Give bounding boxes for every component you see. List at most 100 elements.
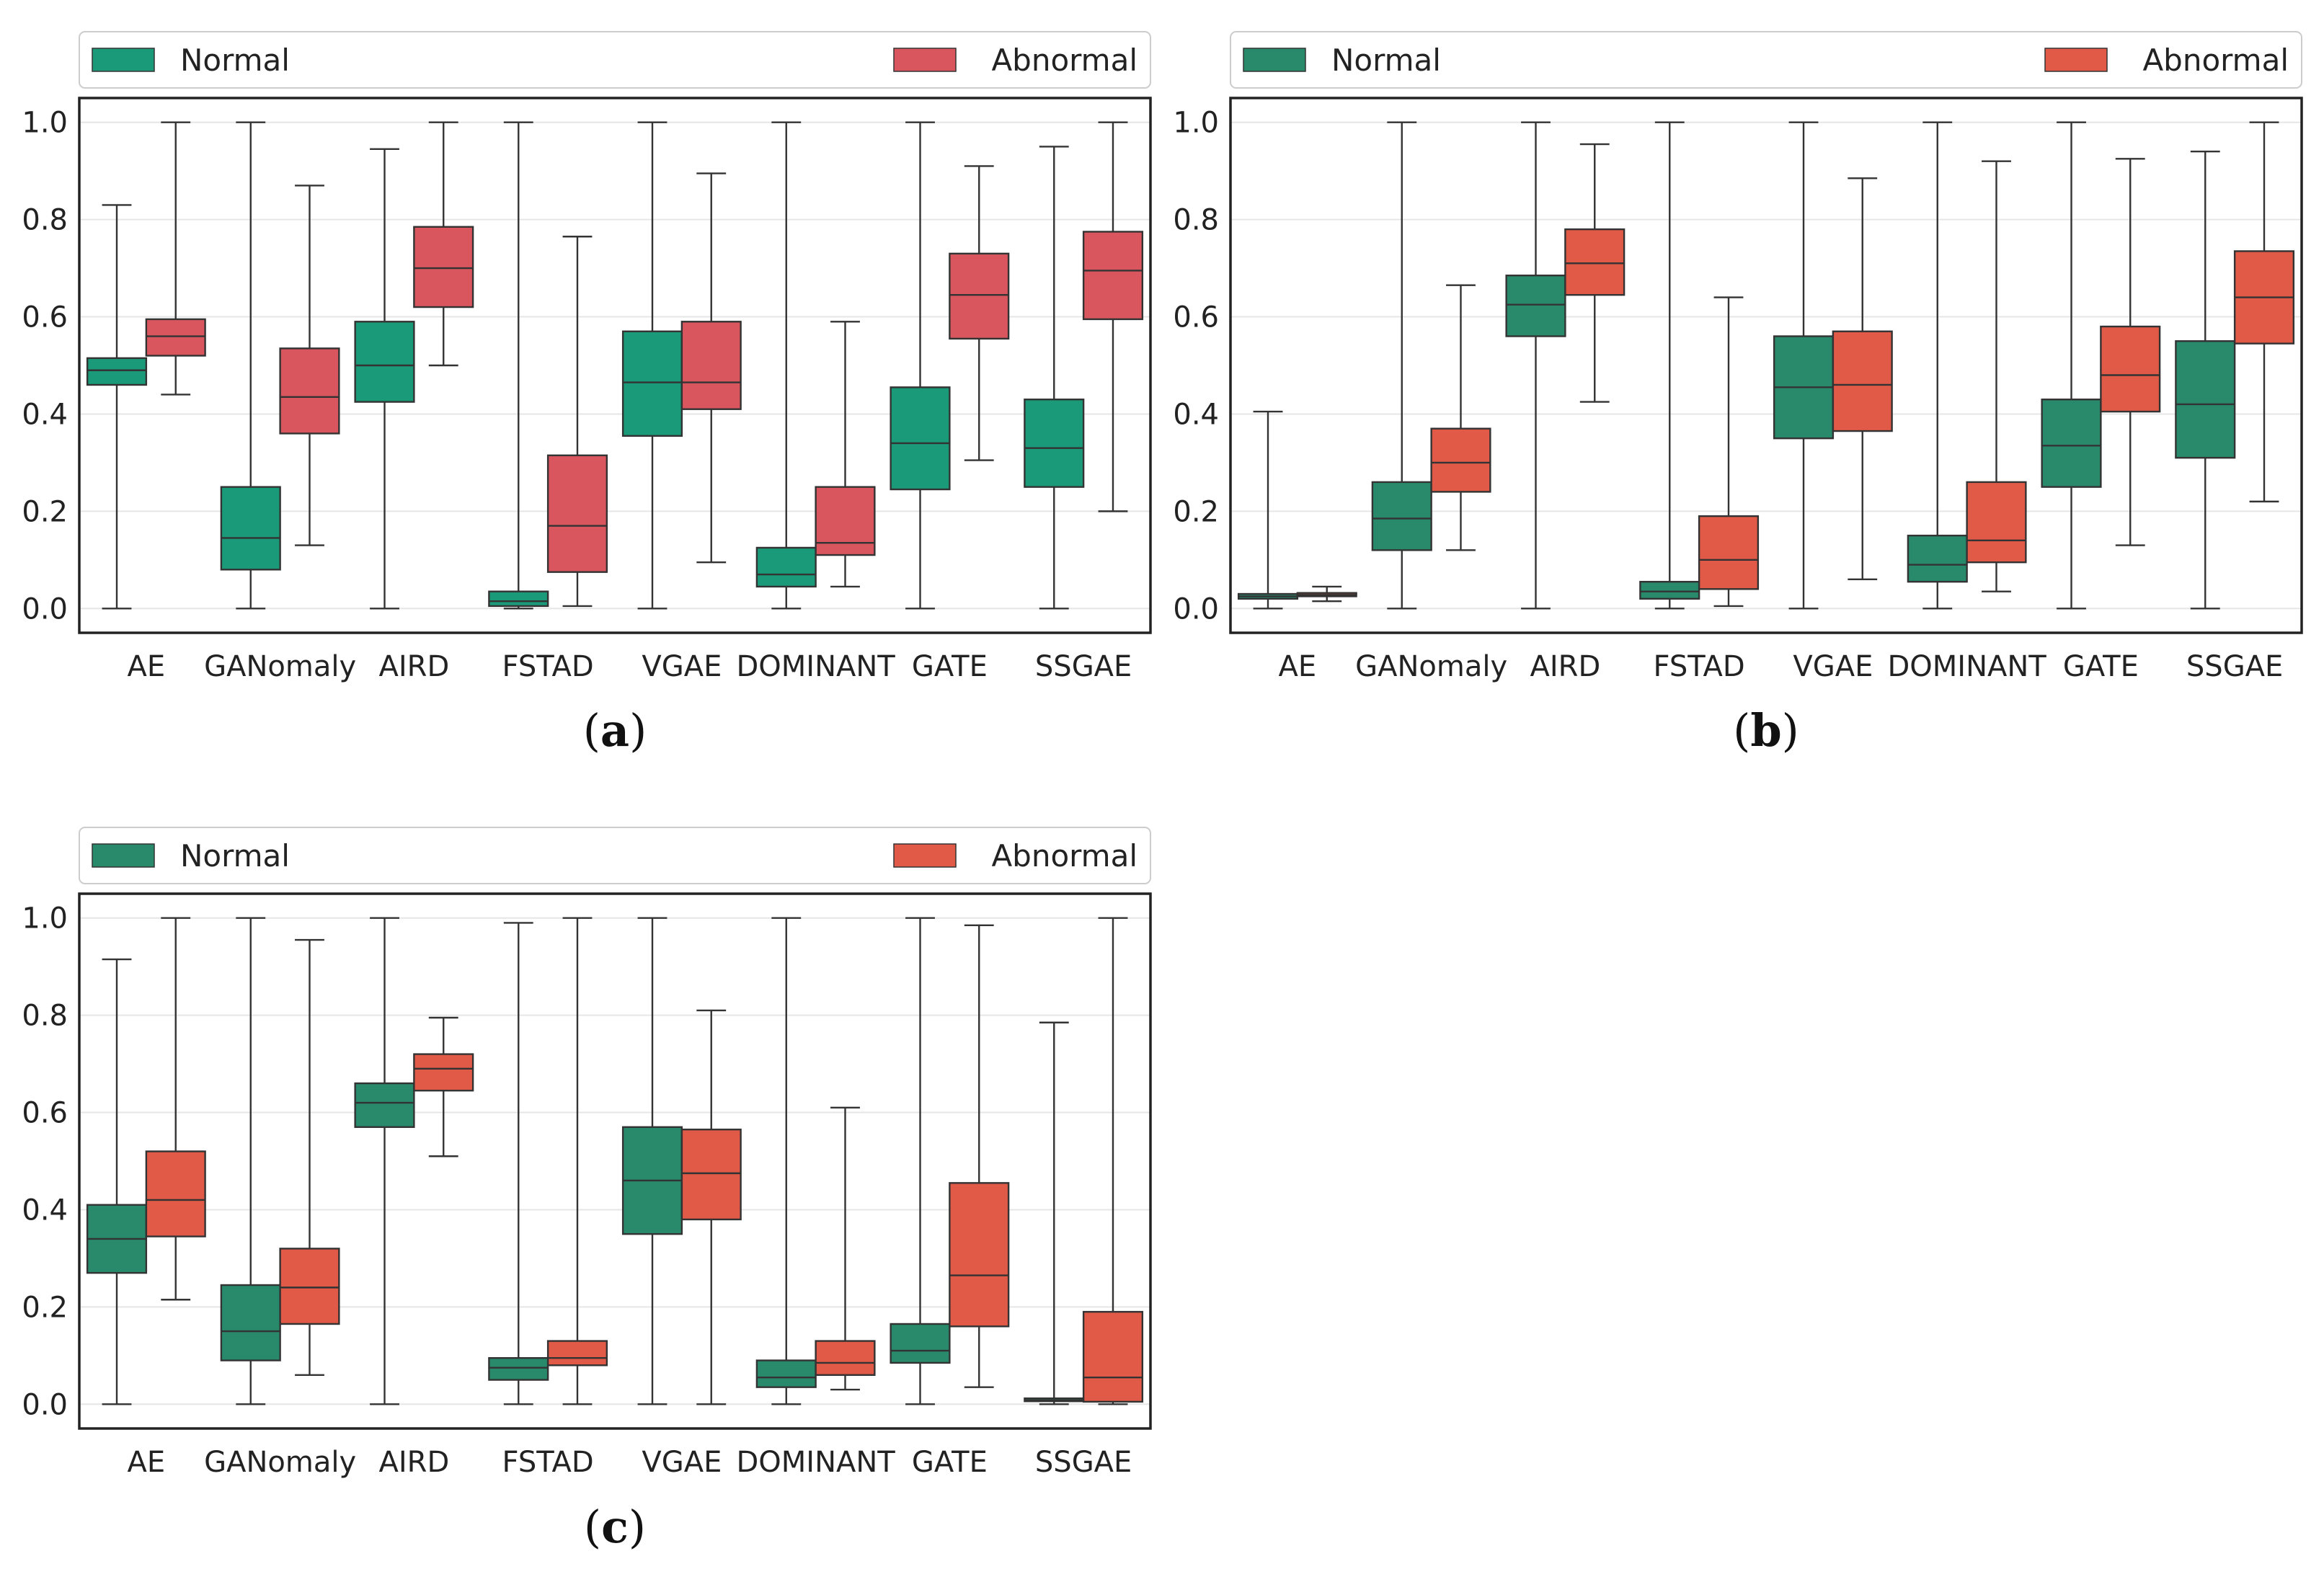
legend-label-abnormal: Abnormal	[2142, 43, 2289, 78]
abnormal-box-dominant	[815, 1106, 876, 1391]
y-tick-label: 0.8	[22, 1000, 68, 1033]
subplot-label: (c)	[584, 1501, 646, 1553]
normal-box-gate	[890, 917, 951, 1405]
x-tick-label: AE	[1279, 650, 1317, 683]
iqr-box	[755, 1359, 817, 1388]
chart-panel-c: 0.0 0.2 0.4 0.6 0.8 1.0 AE GANomaly AIRD FSTAD VGA…	[22, 827, 1152, 1553]
iqr-box	[1371, 481, 1432, 551]
abnormal-box-fstad	[546, 917, 608, 1405]
iqr-box	[2100, 325, 2161, 413]
legend-swatch-normal	[92, 48, 155, 72]
iqr-box	[546, 1340, 608, 1367]
normal-box-ganomaly	[220, 917, 281, 1405]
iqr-box	[488, 1356, 549, 1381]
abnormal-box-gate	[2100, 158, 2161, 546]
iqr-box	[1082, 231, 1144, 321]
x-tick-label: AIRD	[378, 1446, 449, 1479]
abnormal-box-vgae	[680, 1009, 742, 1405]
y-tick-label: 0.4	[22, 398, 68, 431]
iqr-box	[949, 1182, 1010, 1328]
x-tick-label: AE	[128, 650, 166, 683]
iqr-box	[145, 318, 206, 357]
abnormal-box-aird	[413, 121, 474, 367]
iqr-box	[1907, 534, 1968, 583]
iqr-box	[815, 486, 876, 556]
x-tick-label: GANomaly	[204, 650, 356, 683]
abnormal-box-fstad	[1698, 296, 1760, 608]
legend-swatch-abnormal	[893, 843, 957, 868]
normal-box-ssgae	[2175, 150, 2236, 610]
normal-box-ae	[86, 204, 148, 610]
y-tick-label: 0.0	[22, 592, 68, 626]
legend-label-abnormal: Abnormal	[991, 838, 1137, 874]
y-tick-label: 0.2	[22, 1291, 68, 1324]
subplot-label: (b)	[1733, 704, 1799, 757]
legend-frame	[1230, 31, 2302, 89]
x-tick-label: GANomaly	[1355, 650, 1507, 683]
normal-box-gate	[2041, 121, 2102, 610]
x-tick-label: VGAE	[642, 650, 722, 683]
y-tick-label: 0.6	[22, 301, 68, 334]
normal-box-fstad	[488, 922, 549, 1405]
abnormal-box-ae	[145, 121, 206, 396]
x-tick-label: SSGAE	[1035, 650, 1132, 683]
iqr-box	[949, 252, 1010, 340]
abnormal-box-ssgae	[1082, 121, 1144, 512]
x-tick-label: FSTAD	[502, 1446, 594, 1479]
normal-box-vgae	[621, 121, 683, 610]
subplot-label: (a)	[583, 704, 647, 757]
iqr-box	[755, 546, 817, 588]
y-tick-label: 1.0	[1173, 107, 1219, 140]
iqr-box	[145, 1150, 206, 1237]
iqr-box	[488, 590, 549, 608]
iqr-box	[413, 1053, 474, 1092]
legend: Normal Abnormal	[1230, 31, 2302, 89]
y-tick-label: 0.4	[22, 1194, 68, 1227]
x-tick-label: AE	[128, 1446, 166, 1479]
y-tick-label: 0.8	[1173, 204, 1219, 237]
normal-box-ssgae	[1024, 146, 1085, 610]
abnormal-box-gate	[949, 924, 1010, 1388]
x-tick-label: SSGAE	[2186, 650, 2283, 683]
iqr-box	[621, 330, 683, 437]
iqr-box	[1430, 427, 1491, 493]
y-tick-label: 1.0	[22, 902, 68, 936]
abnormal-box-vgae	[680, 172, 742, 564]
normal-box-ganomaly	[220, 121, 281, 610]
iqr-box	[1564, 228, 1626, 296]
y-tick-label: 0.6	[1173, 301, 1219, 334]
abnormal-box-dominant	[815, 321, 876, 588]
legend: Normal Abnormal	[79, 31, 1151, 89]
iqr-box	[890, 1323, 951, 1364]
iqr-box	[220, 486, 281, 571]
abnormal-box-ssgae	[2233, 121, 2295, 503]
iqr-box	[279, 1248, 340, 1325]
x-tick-label: FSTAD	[1654, 650, 1745, 683]
x-tick-label: AIRD	[378, 650, 449, 683]
iqr-box	[680, 321, 742, 410]
axes-frame	[78, 97, 1152, 634]
abnormal-box-dominant	[1966, 160, 2027, 592]
abnormal-box-fstad	[546, 236, 608, 608]
abnormal-box-ae	[1296, 585, 1357, 603]
normal-box-ae	[86, 958, 148, 1405]
iqr-box	[1505, 275, 1566, 337]
iqr-box	[86, 357, 148, 386]
iqr-box	[890, 386, 951, 491]
normal-box-vgae	[621, 917, 683, 1405]
x-tick-label: GATE	[912, 650, 988, 683]
y-tick-label: 0.2	[1173, 495, 1219, 528]
chart-panel-b: 0.0 0.2 0.4 0.6 0.8 1.0 AE GANomaly AIRD FSTAD VGA…	[1173, 31, 2303, 757]
x-tick-label: GANomaly	[204, 1446, 356, 1479]
abnormal-box-ganomaly	[279, 185, 340, 546]
normal-box-aird	[354, 917, 415, 1405]
iqr-box	[413, 226, 474, 308]
axes-frame	[1229, 97, 2303, 634]
iqr-box	[279, 347, 340, 435]
iqr-box	[815, 1340, 876, 1376]
normal-box-aird	[354, 148, 415, 610]
x-tick-label: AIRD	[1530, 650, 1600, 683]
axes-frame	[78, 892, 1152, 1430]
normal-box-ganomaly	[1371, 121, 1432, 610]
